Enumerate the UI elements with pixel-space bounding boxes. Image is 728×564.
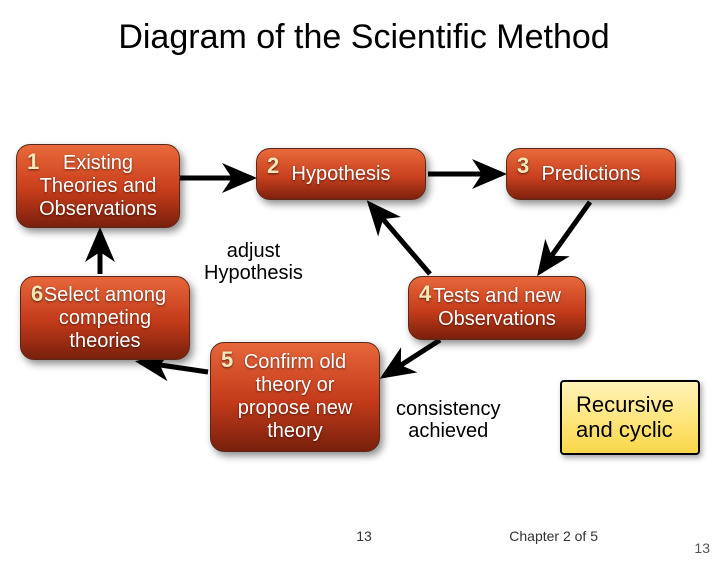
- edge-label-adjust: adjustHypothesis: [204, 240, 303, 284]
- page-corner-number: 13: [694, 540, 710, 556]
- callout-recursive: Recursiveand cyclic: [560, 380, 700, 455]
- node-n5: 5Confirm oldtheory orpropose newtheory: [210, 342, 380, 452]
- node-n2: 2 Hypothesis: [256, 148, 426, 200]
- node-number: 1: [27, 149, 39, 175]
- node-n1: 1ExistingTheories andObservations: [16, 144, 180, 228]
- footer-page: 13: [356, 528, 372, 544]
- node-label: Tests and newObservations: [433, 285, 561, 331]
- node-label: Confirm oldtheory orpropose newtheory: [238, 351, 353, 443]
- node-number: 6: [31, 281, 43, 307]
- node-number: 3: [517, 153, 529, 179]
- arrow-n4-n2: [370, 204, 430, 274]
- node-label: Select amongcompetingtheories: [44, 284, 166, 353]
- node-number: 4: [419, 281, 431, 307]
- node-label: Predictions: [542, 163, 641, 186]
- node-label: Hypothesis: [292, 163, 391, 186]
- node-label: ExistingTheories andObservations: [39, 152, 157, 221]
- footer-chapter: Chapter 2 of 5: [509, 528, 598, 544]
- node-n6: 6Select amongcompetingtheories: [20, 276, 190, 360]
- node-n4: 4Tests and newObservations: [408, 276, 586, 340]
- edge-label-consistency: consistencyachieved: [396, 398, 501, 442]
- arrow-n5-n6: [140, 362, 208, 372]
- node-number: 2: [267, 153, 279, 179]
- diagram-title: Diagram of the Scientific Method: [0, 0, 728, 57]
- arrow-n3-n4: [540, 202, 590, 272]
- node-n3: 3 Predictions: [506, 148, 676, 200]
- arrow-n4-n5: [384, 340, 440, 376]
- node-number: 5: [221, 347, 233, 373]
